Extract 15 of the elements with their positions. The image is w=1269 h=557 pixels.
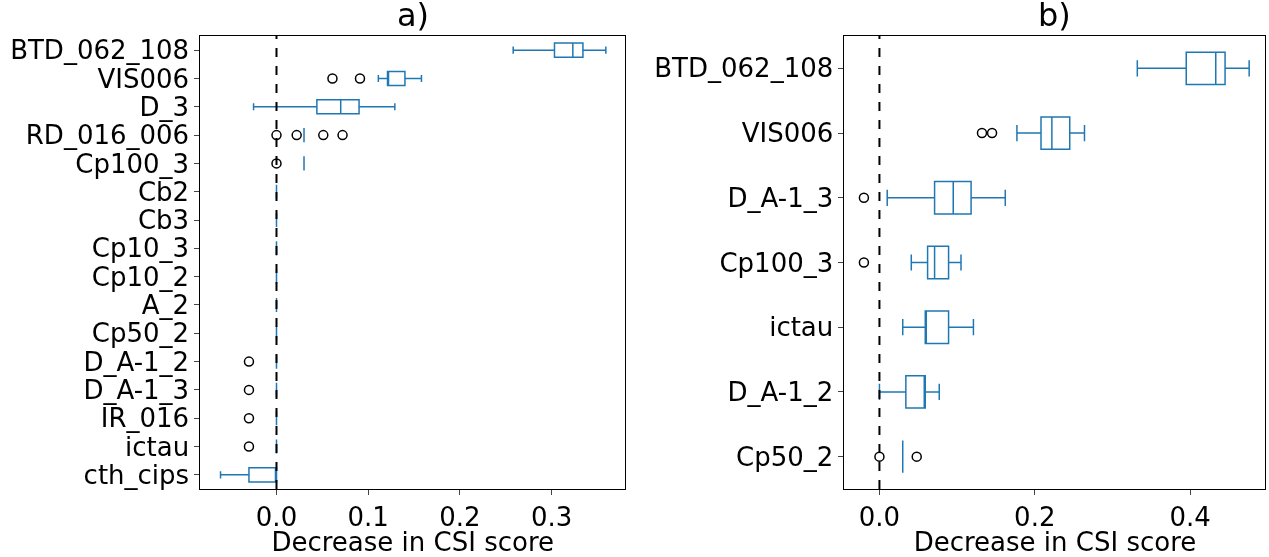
y-tick-label: BTD_062_108 xyxy=(654,53,834,84)
y-tick-label: ictau xyxy=(769,312,834,343)
y-tick-label: Cb3 xyxy=(137,205,190,236)
y-tick-label: Cp50_2 xyxy=(735,441,834,472)
y-tick-label: Cp100_3 xyxy=(719,247,834,278)
y-tick-label: D_A-1_2 xyxy=(727,377,834,408)
chart-title: b) xyxy=(1038,0,1071,34)
y-tick-label: VIS006 xyxy=(741,118,834,149)
chart-title: a) xyxy=(397,0,430,34)
x-tick-label: 0.0 xyxy=(858,502,901,533)
y-tick-label: D_3 xyxy=(139,91,190,122)
y-tick-label: cth_cips xyxy=(83,459,190,490)
y-tick-label: Cp10_3 xyxy=(91,233,190,264)
y-tick-label: BTD_062_108 xyxy=(10,35,190,66)
y-tick-label: D_A-1_3 xyxy=(727,182,834,213)
